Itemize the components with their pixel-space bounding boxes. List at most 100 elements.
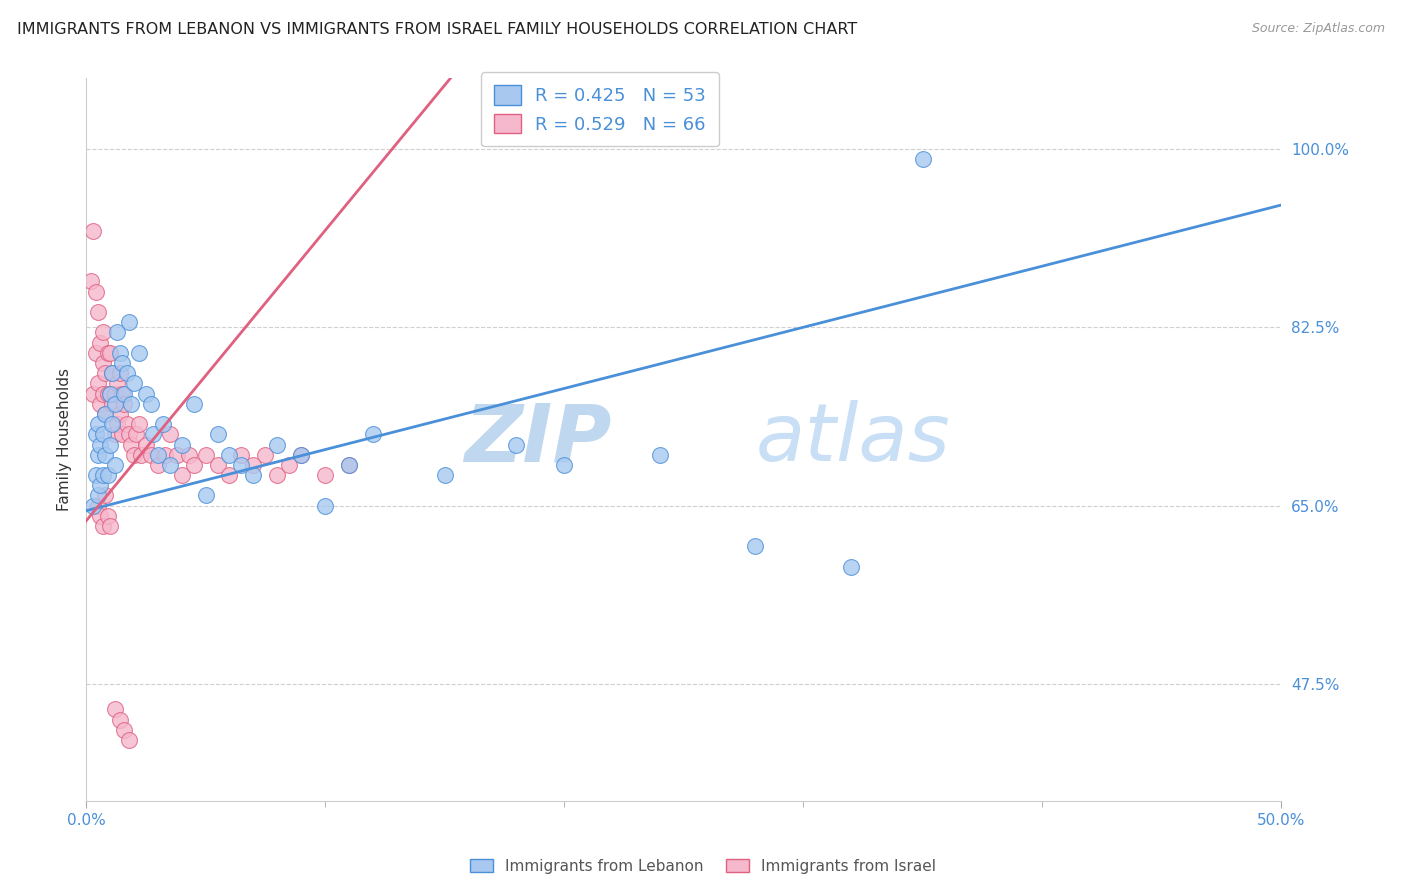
Point [505, 437, 527, 451]
Point [87, 376, 110, 391]
Point [129, 448, 152, 462]
Point [207, 458, 229, 472]
Text: Source: ZipAtlas.com: Source: ZipAtlas.com [1251, 22, 1385, 36]
Point [839, 559, 862, 574]
Point [183, 397, 205, 411]
Point [91, 427, 114, 442]
Point [361, 427, 384, 442]
Point [207, 427, 229, 442]
Point [105, 326, 128, 340]
Point [314, 468, 336, 483]
Point [125, 427, 148, 442]
Point [101, 417, 124, 431]
Point [122, 448, 145, 462]
Point [170, 468, 193, 483]
Point [744, 540, 766, 554]
Point [98, 519, 121, 533]
Point [146, 448, 169, 462]
Point [177, 448, 200, 462]
Point [115, 366, 138, 380]
Point [101, 366, 124, 380]
Point [122, 376, 145, 391]
Point [84, 285, 107, 299]
Point [98, 386, 121, 401]
Point [139, 448, 162, 462]
Point [648, 448, 671, 462]
Point [166, 448, 188, 462]
Point [146, 458, 169, 472]
Point [101, 397, 124, 411]
Point [87, 448, 110, 462]
Point [121, 397, 143, 411]
Point [80, 275, 103, 289]
Point [337, 458, 360, 472]
Point [89, 335, 111, 350]
Point [135, 437, 157, 451]
Point [118, 315, 141, 329]
Text: atlas: atlas [755, 401, 950, 478]
Point [89, 437, 111, 451]
Point [94, 407, 117, 421]
Point [231, 458, 253, 472]
Point [111, 427, 134, 442]
Point [104, 427, 127, 442]
Point [91, 386, 114, 401]
Point [101, 366, 124, 380]
Text: ZIP: ZIP [464, 401, 612, 478]
Point [139, 397, 162, 411]
Point [314, 499, 336, 513]
Point [183, 458, 205, 472]
Point [84, 427, 107, 442]
Point [82, 386, 104, 401]
Point [159, 427, 181, 442]
Point [128, 346, 150, 360]
Point [194, 448, 217, 462]
Point [98, 437, 121, 451]
Point [911, 152, 934, 166]
Point [87, 499, 110, 513]
Point [266, 437, 288, 451]
Point [94, 407, 117, 421]
Point [112, 386, 135, 401]
Point [104, 397, 127, 411]
Point [89, 397, 111, 411]
Point [97, 386, 120, 401]
Y-axis label: Family Households: Family Households [58, 368, 72, 511]
Point [266, 468, 288, 483]
Point [84, 346, 107, 360]
Point [170, 437, 193, 451]
Point [108, 713, 131, 727]
Point [218, 468, 240, 483]
Point [290, 448, 312, 462]
Point [89, 478, 111, 492]
Point [153, 448, 176, 462]
Point [91, 326, 114, 340]
Point [254, 448, 277, 462]
Point [121, 437, 143, 451]
Point [105, 417, 128, 431]
Point [290, 448, 312, 462]
Point [82, 499, 104, 513]
Point [337, 458, 360, 472]
Text: IMMIGRANTS FROM LEBANON VS IMMIGRANTS FROM ISRAEL FAMILY HOUSEHOLDS CORRELATION : IMMIGRANTS FROM LEBANON VS IMMIGRANTS FR… [17, 22, 858, 37]
Point [159, 458, 181, 472]
Point [87, 417, 110, 431]
Point [91, 356, 114, 370]
Point [433, 468, 456, 483]
Point [111, 356, 134, 370]
Legend: Immigrants from Lebanon, Immigrants from Israel: Immigrants from Lebanon, Immigrants from… [464, 853, 942, 880]
Point [152, 417, 174, 431]
Point [108, 407, 131, 421]
Point [97, 508, 120, 523]
Point [278, 458, 301, 472]
Point [104, 386, 127, 401]
Point [194, 488, 217, 502]
Point [218, 448, 240, 462]
Point [98, 346, 121, 360]
Point [104, 702, 127, 716]
Point [108, 366, 131, 380]
Point [84, 468, 107, 483]
Point [553, 458, 575, 472]
Point [135, 386, 157, 401]
Point [91, 519, 114, 533]
